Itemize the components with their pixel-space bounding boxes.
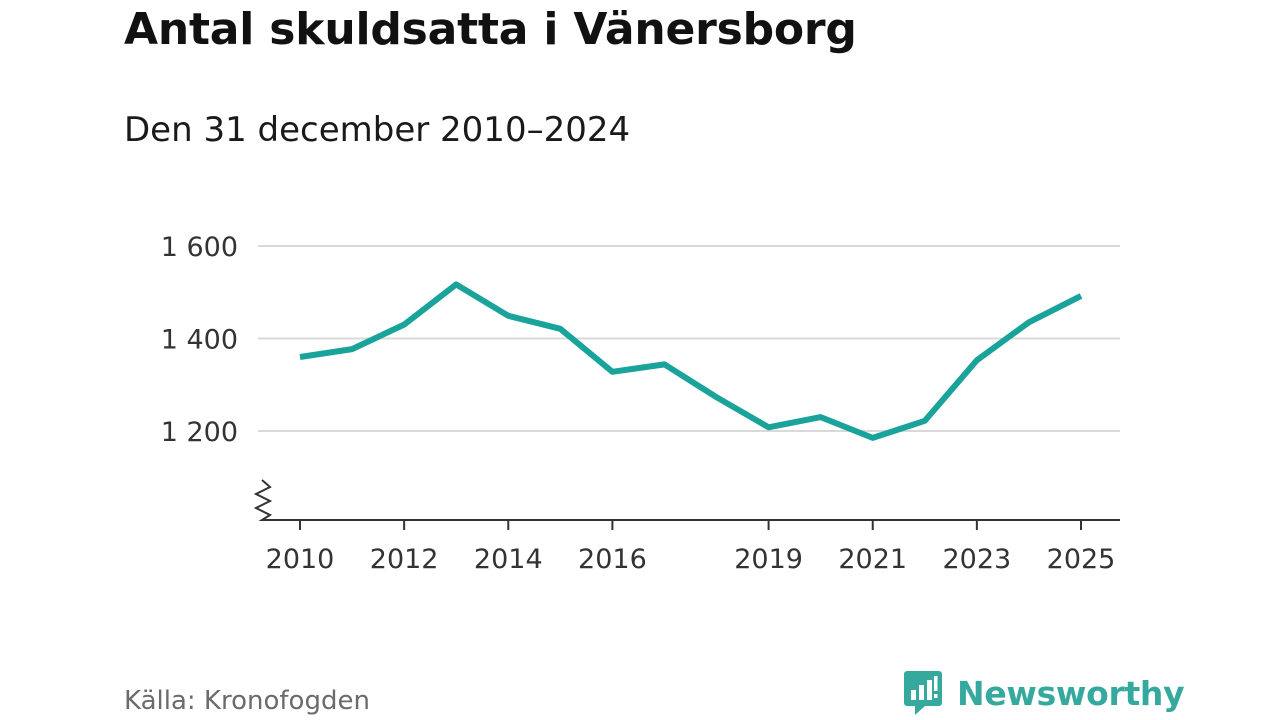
chart-title: Antal skuldsatta i Vänersborg [124, 4, 857, 55]
data-point [401, 322, 407, 328]
x-tick-label: 2023 [943, 544, 1012, 575]
data-point [1026, 319, 1032, 325]
data-point [714, 394, 720, 400]
x-axis-labels: 2010 2012 2014 2016 2019 2021 2023 2025 [266, 544, 1116, 575]
data-point [766, 424, 772, 430]
source-note: Källa: Kronofogden [124, 686, 370, 716]
data-point [505, 313, 511, 319]
data-point [974, 357, 980, 363]
y-tick-label: 1 200 [161, 417, 238, 448]
data-point [609, 369, 615, 375]
data-point [661, 361, 667, 367]
x-tick-label: 2012 [370, 544, 439, 575]
data-point [557, 326, 563, 332]
x-tick-label: 2014 [474, 544, 543, 575]
x-tick-label: 2021 [838, 544, 907, 575]
x-tick-label: 2016 [578, 544, 647, 575]
bar-chart-speech-bubble-icon [904, 671, 942, 715]
y-axis-labels: 1 200 1 400 1 600 [161, 232, 238, 448]
x-tick-label: 2019 [734, 544, 803, 575]
gridlines [258, 245, 1120, 432]
x-tick-label: 2010 [266, 544, 335, 575]
brand-logo: Newsworthy [903, 670, 1185, 716]
chart-subtitle: Den 31 december 2010–2024 [124, 110, 631, 150]
y-tick-label: 1 600 [161, 232, 238, 263]
x-tick-label: 2025 [1047, 544, 1116, 575]
data-point [1078, 293, 1084, 299]
y-tick-label: 1 400 [161, 325, 238, 356]
brand-name: Newsworthy [957, 673, 1185, 713]
data-point [297, 354, 303, 360]
series-line [299, 281, 1083, 441]
data-point [349, 346, 355, 352]
x-axis [253, 479, 1120, 530]
data-point [922, 418, 928, 424]
data-point [453, 281, 459, 287]
series [297, 281, 1084, 441]
data-point [870, 435, 876, 441]
axis-break-mark [253, 479, 273, 521]
data-point [818, 414, 824, 420]
